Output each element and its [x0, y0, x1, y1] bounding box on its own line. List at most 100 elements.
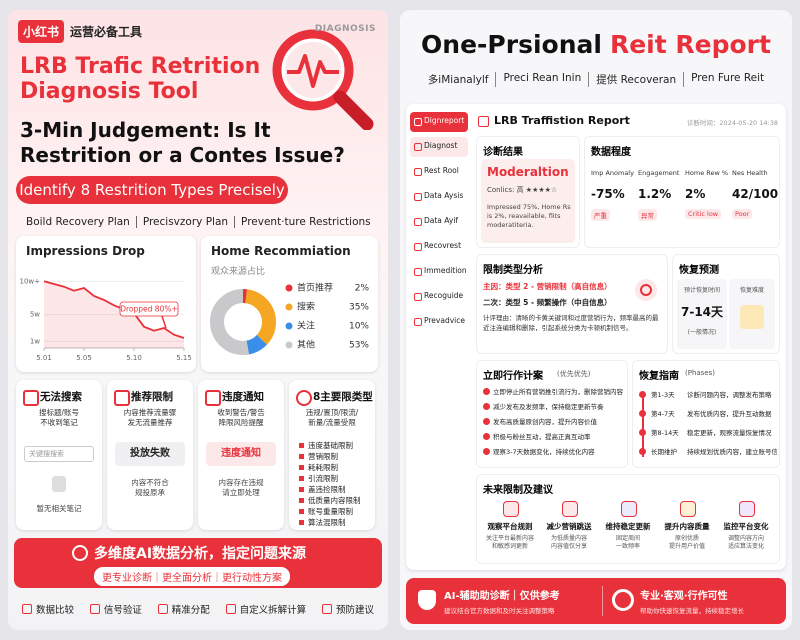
feature: 自定义拆解计算 — [225, 602, 307, 616]
icon — [414, 118, 422, 126]
issue-card: 推荐限制 内容推荐流量骤 发无流量推荐 投放失败 内容不符合 规投原承 — [107, 380, 193, 530]
difficulty-label: 恢复难度 — [739, 287, 764, 294]
bullet — [299, 509, 304, 514]
left-panel: 小红书 运营必备工具 DIAGNOSIS LRB Trafic Retrition D… — [8, 10, 388, 630]
metric-label: Imp Anomaly — [591, 169, 634, 177]
sidebar-item-active[interactable]: Dignreport — [410, 112, 468, 132]
icon — [639, 429, 646, 436]
feature-label: 自定义拆解计算 — [239, 605, 307, 616]
y-tick-label: 10w+ — [20, 277, 41, 285]
chart-svg: 首页推荐 2% 搜索 35% 关注 10% 其他 53% — [210, 282, 370, 355]
type-list: 违度基础限制 营销限制 耗耗限制 引流限制 盖违捡限制 低质量内容限制 账号重量限制 算法混限… — [299, 440, 371, 528]
phase-when: 第1-3天 — [651, 391, 675, 399]
card-desc: 收到警告/警告 降限风险提醒 — [217, 408, 265, 427]
sidebar-label: Data Ayif — [424, 216, 459, 225]
footer-right-sub: 帮助你快速恢复流量，持续稳定增长 — [640, 607, 744, 615]
type-text: 低质量内容限制 — [308, 496, 361, 505]
restriction-secondary: 二次：类型 5 - 频繁操作（中自信息） — [483, 298, 612, 307]
pie-slice — [210, 289, 276, 355]
card-desc: 内容推荐流量骤 发无流量推荐 — [123, 408, 177, 427]
chart-card: Impressions Drop 10w+ 5w 1w 5.01 5.05 5.10 5.15… — [16, 236, 196, 372]
section-heading: 恢复预测 — [679, 265, 719, 276]
type-item: 违度基础限制 — [299, 440, 371, 451]
bullet — [299, 498, 304, 503]
title-accent: Reit Report — [609, 30, 771, 59]
section-heading: 诊断结果 — [483, 147, 523, 158]
metric-label: Engagement — [638, 169, 680, 177]
type-text: 营销限制 — [308, 452, 338, 461]
forecast-note: (一般情况) — [687, 329, 717, 336]
chart-title: Home Recommiation — [211, 244, 351, 258]
icon — [478, 116, 489, 127]
action-item: 减少发布及发频率，保持稳定更新节奏 — [493, 403, 604, 411]
action-item: 积极与粉丝互动，提高正真互动率 — [493, 433, 591, 441]
icon — [72, 545, 88, 561]
sidebar-item[interactable]: Diagnost — [410, 137, 468, 157]
section-heading: 数据程度 — [591, 147, 631, 158]
annotation: Dropped 80%+ — [120, 305, 178, 314]
sidebar-item[interactable]: Immedition — [410, 262, 468, 282]
icon — [483, 433, 490, 440]
title: LRB Trafic Retrition Diagnosis Tool — [20, 54, 261, 104]
card-desc: 违规/置顶/限流/ 新量/流量受限 — [305, 408, 359, 427]
forecast-time: 7-14天 — [680, 305, 724, 319]
restriction-reason: 计评理由：清晰的卡黄关键词和过度营销行为，频率最高的最近注连编辑和删除，引起系统… — [483, 314, 659, 332]
icon — [114, 390, 130, 406]
future-desc: 为低质量内容 内容值仅分享 — [550, 535, 587, 550]
bullet — [299, 465, 304, 470]
sidebar-item[interactable]: Data Ayif — [410, 212, 468, 232]
sidebar-item[interactable]: Data Aysis — [410, 187, 468, 207]
difficulty-box: 恢复难度 — [729, 279, 775, 349]
future-title: 维持稳定更新 — [605, 522, 651, 531]
report-time: 诊断时间：2024-05-20 14:38 — [686, 119, 778, 127]
pie-slice — [210, 289, 276, 355]
card-title: 8主要限类型 — [313, 391, 373, 403]
sidebar-label: Prevadvice — [424, 316, 465, 325]
card-title: 违度通知 — [222, 391, 264, 403]
future-title: 观察平台规则 — [487, 522, 533, 531]
card-foot: 暂无相关笔记 — [36, 504, 82, 513]
footer-right-title: 专业·客观·行作可性 — [640, 591, 728, 602]
value-label: 10% — [349, 322, 369, 332]
section-note: (优先优先) — [557, 370, 591, 378]
type-item: 低质量内容限制 — [299, 495, 371, 506]
section-heading: 未来限制及建议 — [483, 485, 553, 496]
report-heading: LRB Traffistion Report — [494, 114, 630, 127]
annotation-box — [119, 301, 179, 317]
restriction-card: 限制类型分析 主因：类型 2 - 营销限制（高自信息） 二次：类型 5 - 频繁操作… — [476, 254, 668, 354]
issue-card: 违度通知 收到警告/警告 降限风险提醒 违度通知 内容存在违规 请立即处理 — [198, 380, 284, 530]
magnifier-icon — [272, 29, 374, 130]
card-title: 无法搜索 — [40, 391, 82, 403]
sidebar-item[interactable]: Prevadvice — [410, 312, 468, 332]
sidebar-item[interactable]: Recovrest — [410, 237, 468, 257]
features-row: 数据比较 信号验证 精准分配 自定义拆解计算 预防建议 — [14, 598, 382, 620]
icon — [483, 403, 490, 410]
sidebar-item[interactable]: Rest Rool — [410, 162, 468, 182]
metrics-card: 数据程度 Imp Anomaly -75% 严重 Engagement 1.2% 异常 Hom… — [584, 136, 780, 248]
phase-when: 第4-7天 — [651, 410, 675, 418]
footer-left-title: AI-辅助助诊断｜仅供参考 — [444, 591, 560, 602]
sidebar-label: Immedition — [424, 266, 467, 275]
icon — [89, 604, 100, 614]
icon — [483, 418, 490, 425]
sidebar-item[interactable]: Recoguide — [410, 287, 468, 307]
card-desc: 搜标题/账号 不收到笔记 — [38, 408, 80, 427]
icon — [52, 476, 66, 492]
card-box: 关键搜搜索 — [24, 446, 94, 462]
plan-item: Precisvzory Plan — [135, 216, 234, 228]
icon — [562, 501, 578, 517]
type-item: 营销限制 — [299, 451, 371, 462]
metric-value: 42/100 — [732, 187, 779, 201]
legend-label: 其他 — [297, 339, 315, 351]
result-level: Moderaltion — [487, 165, 569, 179]
section-heading: 立即行作计案 — [483, 371, 543, 382]
value-label: 2% — [355, 284, 370, 294]
icon — [21, 604, 32, 614]
icon — [612, 589, 634, 611]
card-box: 违度通知 — [206, 442, 276, 466]
bullet — [299, 520, 304, 525]
icon — [157, 604, 168, 614]
icon — [639, 391, 646, 398]
legend-swatch — [285, 284, 293, 292]
tab: 提供 Recoveran — [588, 72, 683, 87]
